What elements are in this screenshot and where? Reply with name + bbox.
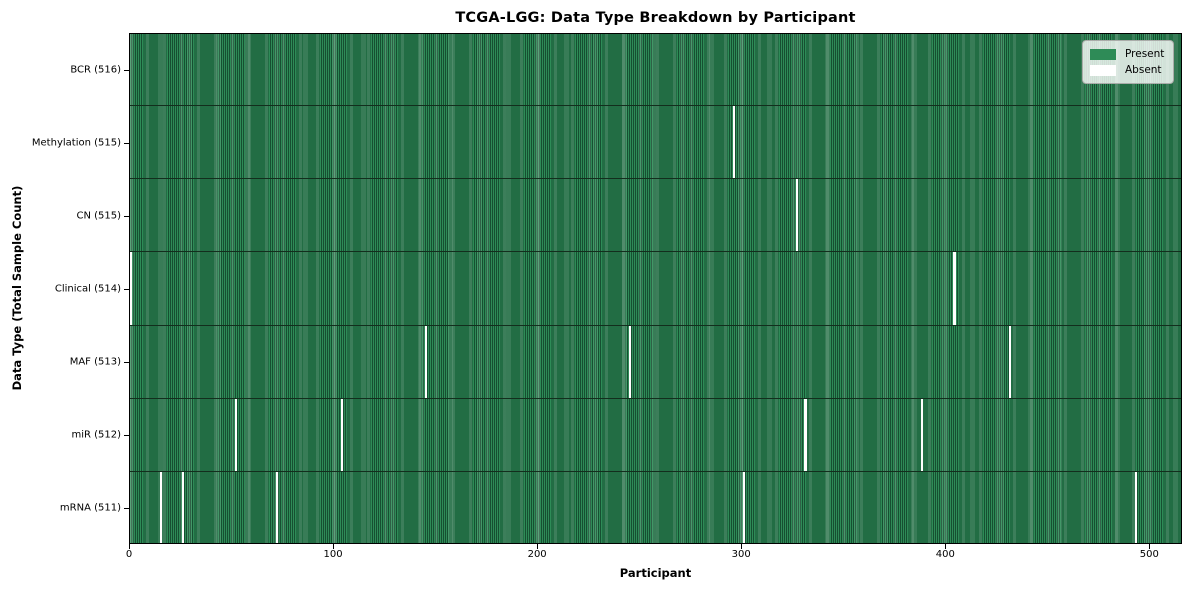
y-tick-mark xyxy=(124,288,129,290)
absent-line xyxy=(953,252,956,325)
heatmap-row xyxy=(129,178,1182,252)
y-tick-mark xyxy=(124,142,129,144)
heatmap-rows xyxy=(129,33,1182,544)
y-tick-mark xyxy=(124,507,129,509)
legend-swatch-absent xyxy=(1090,64,1116,76)
x-tick-label: 200 xyxy=(527,549,547,560)
x-tick-label: 100 xyxy=(323,549,343,560)
absent-line xyxy=(796,179,799,252)
y-tick-mark xyxy=(124,434,129,436)
x-tick-label: 500 xyxy=(1139,549,1159,560)
y-tick-mark xyxy=(124,69,129,71)
absent-line xyxy=(733,106,736,179)
y-tick-mark xyxy=(124,361,129,363)
x-tick-mark xyxy=(945,544,947,549)
absent-line xyxy=(235,398,238,471)
y-tick-label: Methylation (515) xyxy=(31,137,121,148)
x-tick-mark xyxy=(129,544,130,549)
legend-label-absent: Absent xyxy=(1125,64,1162,76)
y-tick-label: miR (512) xyxy=(71,429,121,440)
legend-swatch-present xyxy=(1090,48,1116,60)
heatmap-row xyxy=(129,251,1182,325)
y-tick-label: CN (515) xyxy=(76,210,121,221)
x-tick-mark xyxy=(333,544,335,549)
legend-label-present: Present xyxy=(1125,48,1165,60)
absent-line xyxy=(804,398,807,471)
heatmap-row xyxy=(129,105,1182,179)
absent-line xyxy=(1008,325,1011,398)
legend-item-present: Present xyxy=(1090,46,1166,62)
absent-line xyxy=(341,398,344,471)
absent-line xyxy=(920,398,923,471)
y-tick-label: mRNA (511) xyxy=(59,502,121,513)
absent-line xyxy=(129,252,132,325)
x-tick-mark xyxy=(537,544,539,549)
absent-line xyxy=(1135,471,1138,544)
absent-line xyxy=(743,471,746,544)
heatmap-row xyxy=(129,397,1182,471)
legend-item-absent: Absent xyxy=(1090,62,1166,78)
heatmap-plot: Present Absent xyxy=(129,33,1182,544)
x-tick-mark xyxy=(741,544,743,549)
x-axis-label: Participant xyxy=(619,566,692,580)
heatmap-row xyxy=(129,470,1182,544)
y-tick-label: MAF (513) xyxy=(69,356,121,367)
x-tick-mark xyxy=(1149,544,1151,549)
heatmap-row xyxy=(129,324,1182,398)
y-tick-label: BCR (516) xyxy=(70,64,121,75)
absent-line xyxy=(182,471,185,544)
x-tick-label: 0 xyxy=(125,549,133,560)
absent-line xyxy=(275,471,279,544)
absent-line xyxy=(424,325,427,398)
x-tick-label: 300 xyxy=(731,549,751,560)
heatmap-row xyxy=(129,33,1182,106)
y-tick-mark xyxy=(124,215,129,217)
absent-line xyxy=(159,471,162,544)
absent-line xyxy=(628,325,632,398)
legend: Present Absent xyxy=(1082,40,1174,84)
y-tick-label: Clinical (514) xyxy=(54,283,121,294)
x-tick-label: 400 xyxy=(935,549,955,560)
chart-title: TCGA-LGG: Data Type Breakdown by Partici… xyxy=(455,10,856,26)
